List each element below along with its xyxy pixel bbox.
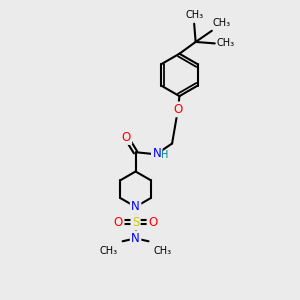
Text: S: S [132, 216, 139, 229]
Text: CH₃: CH₃ [100, 246, 118, 256]
Text: N: N [152, 147, 161, 160]
Text: O: O [173, 103, 183, 116]
Text: CH₃: CH₃ [185, 10, 203, 20]
Text: N: N [131, 232, 140, 245]
Text: O: O [122, 130, 131, 143]
Text: N: N [131, 200, 140, 213]
Text: CH₃: CH₃ [153, 246, 171, 256]
Text: CH₃: CH₃ [217, 38, 235, 48]
Text: O: O [114, 216, 123, 229]
Text: O: O [148, 216, 157, 229]
Text: H: H [161, 150, 169, 160]
Text: CH₃: CH₃ [213, 18, 231, 28]
